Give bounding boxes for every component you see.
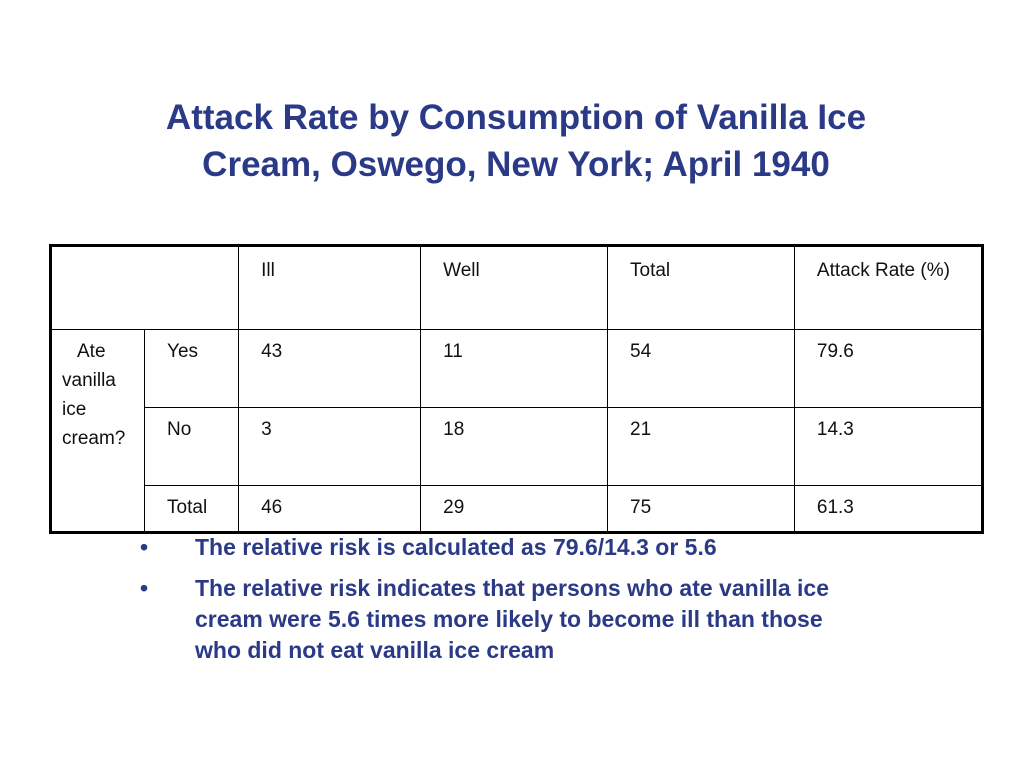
bullet-item: • The relative risk indicates that perso… xyxy=(140,573,860,666)
header-ill: Ill xyxy=(238,245,422,330)
table-header-row: Ill Well Total Attack Rate (%) xyxy=(49,245,984,330)
cell-well: 11 xyxy=(420,329,609,408)
cell-well: 18 xyxy=(420,407,609,486)
bullet-item: • The relative risk is calculated as 79.… xyxy=(140,532,860,563)
bullet-text: The relative risk indicates that persons… xyxy=(195,575,830,663)
table-row: No 3 18 21 14.3 xyxy=(51,407,984,486)
slide-title-line-1: Attack Rate by Consumption of Vanilla Ic… xyxy=(165,98,867,137)
cell-well: 29 xyxy=(420,485,609,533)
attack-rate-table: Ill Well Total Attack Rate (%) Ate vanil… xyxy=(49,244,984,534)
row-label-no: No xyxy=(144,407,240,486)
cell-attack-rate: 14.3 xyxy=(793,407,984,486)
header-total: Total xyxy=(607,245,795,330)
cell-total: 21 xyxy=(607,407,795,486)
slide-title-line-2: Cream, Oswego, New York; April 1940 xyxy=(202,145,830,184)
row-group-label-cell: Ate vanilla ice cream? xyxy=(49,329,146,533)
table-row: Total 46 29 75 61.3 xyxy=(51,485,984,533)
cell-total: 54 xyxy=(607,329,795,408)
cell-total: 75 xyxy=(607,485,795,533)
bullet-marker: • xyxy=(140,575,149,601)
row-label-total: Total xyxy=(144,485,240,533)
row-group-label: Ate vanilla ice cream? xyxy=(62,341,126,449)
header-well: Well xyxy=(420,245,609,330)
bullet-marker: • xyxy=(140,534,149,560)
row-label-yes: Yes xyxy=(144,329,240,408)
slide-title: Attack Rate by Consumption of Vanilla Ic… xyxy=(60,94,972,188)
cell-attack-rate: 79.6 xyxy=(793,329,984,408)
bullet-text: The relative risk is calculated as 79.6/… xyxy=(195,534,717,560)
cell-attack-rate: 61.3 xyxy=(793,485,984,533)
bullet-list: • The relative risk is calculated as 79.… xyxy=(140,532,860,676)
header-attack-rate: Attack Rate (%) xyxy=(793,245,984,330)
cell-ill: 43 xyxy=(238,329,422,408)
table-corner-cell xyxy=(49,245,240,330)
cell-ill: 3 xyxy=(238,407,422,486)
table-row: Ate vanilla ice cream? Yes 43 11 54 79.6 xyxy=(49,329,984,533)
cell-ill: 46 xyxy=(238,485,422,533)
